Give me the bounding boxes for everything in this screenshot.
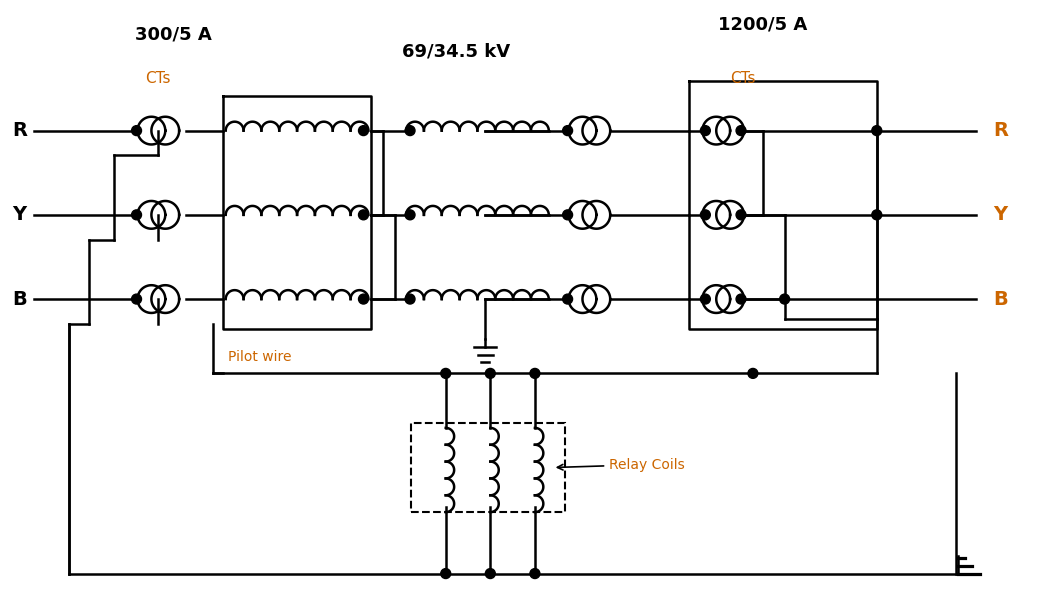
Circle shape [359, 126, 368, 136]
Circle shape [131, 210, 142, 220]
Circle shape [562, 294, 573, 304]
Circle shape [701, 210, 710, 220]
Text: CTs: CTs [730, 71, 755, 85]
Circle shape [736, 210, 746, 220]
Text: R: R [993, 121, 1008, 140]
Text: B: B [13, 290, 27, 309]
Text: R: R [13, 121, 27, 140]
Text: 1200/5 A: 1200/5 A [719, 15, 808, 34]
Circle shape [872, 126, 882, 136]
Circle shape [405, 126, 415, 136]
Text: 300/5 A: 300/5 A [135, 26, 212, 44]
Circle shape [872, 210, 882, 220]
Text: Y: Y [993, 205, 1008, 224]
Circle shape [748, 368, 757, 378]
Text: 69/34.5 kV: 69/34.5 kV [402, 42, 510, 60]
Circle shape [486, 368, 495, 378]
Circle shape [736, 126, 746, 136]
Circle shape [562, 126, 573, 136]
Circle shape [736, 294, 746, 304]
Text: CTs: CTs [146, 71, 171, 85]
Circle shape [779, 294, 790, 304]
Circle shape [405, 210, 415, 220]
Circle shape [486, 569, 495, 578]
Circle shape [359, 210, 368, 220]
Circle shape [441, 368, 451, 378]
Circle shape [562, 210, 573, 220]
Text: B: B [993, 290, 1008, 309]
Text: Y: Y [13, 205, 26, 224]
Circle shape [701, 126, 710, 136]
Circle shape [131, 294, 142, 304]
Text: Pilot wire: Pilot wire [228, 351, 292, 365]
Circle shape [131, 126, 142, 136]
Circle shape [530, 368, 540, 378]
Circle shape [359, 294, 368, 304]
Circle shape [530, 569, 540, 578]
Text: Relay Coils: Relay Coils [557, 457, 685, 472]
Circle shape [441, 569, 451, 578]
Circle shape [701, 294, 710, 304]
Circle shape [405, 294, 415, 304]
